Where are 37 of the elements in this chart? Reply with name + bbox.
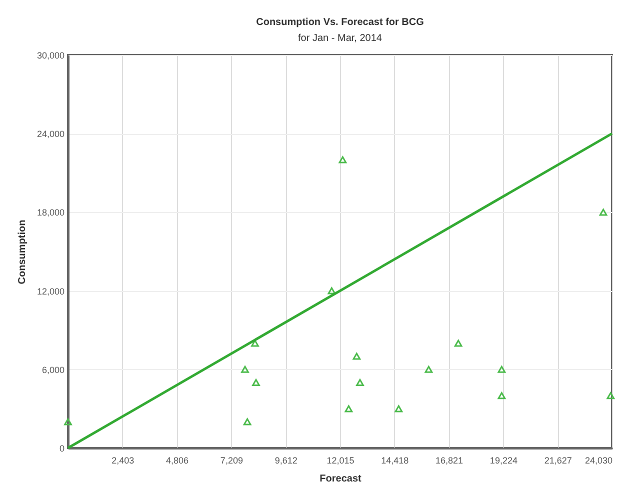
y-tick-label: 0 [59,444,64,454]
point [338,156,347,164]
x-tick-label: 24,030 [584,456,612,466]
y-tick-label: 30,000 [36,50,64,60]
x-tick-label: 4,806 [166,456,189,466]
y-tick-label: 6,000 [42,364,64,375]
point [243,418,252,426]
point [498,366,506,373]
x-tick-label: 14,418 [381,456,409,466]
x-tick-label: 12,015 [326,456,354,466]
x-tick-label: 16,821 [436,456,464,466]
point [64,418,72,426]
x-tick-label: 2,403 [112,456,134,466]
point [599,208,608,216]
point [328,287,336,294]
point [454,340,462,347]
point [252,379,260,386]
point [356,379,364,386]
point [498,392,506,400]
point [352,352,361,360]
x-tick-label: 9,612 [274,456,298,466]
point [344,405,353,412]
y-axis-title: Consumption [16,220,28,284]
x-axis-title: Forecast [320,474,362,484]
y-tick-label: 24,000 [36,129,64,140]
x-tick-label: 21,627 [544,456,572,466]
point [241,366,249,373]
chart-title: Consumption Vs. Forecast for BCG [256,17,424,28]
y-tick-label: 18,000 [36,208,64,218]
point [606,392,615,400]
chart-subtitle: for Jan - Mar, 2014 [298,33,382,44]
x-tick-label: 7,209 [220,456,243,466]
y-tick-label: 12,000 [36,286,64,296]
point [424,366,433,373]
point [394,405,403,412]
x-tick-label: 19,224 [490,456,518,466]
point [251,340,259,347]
